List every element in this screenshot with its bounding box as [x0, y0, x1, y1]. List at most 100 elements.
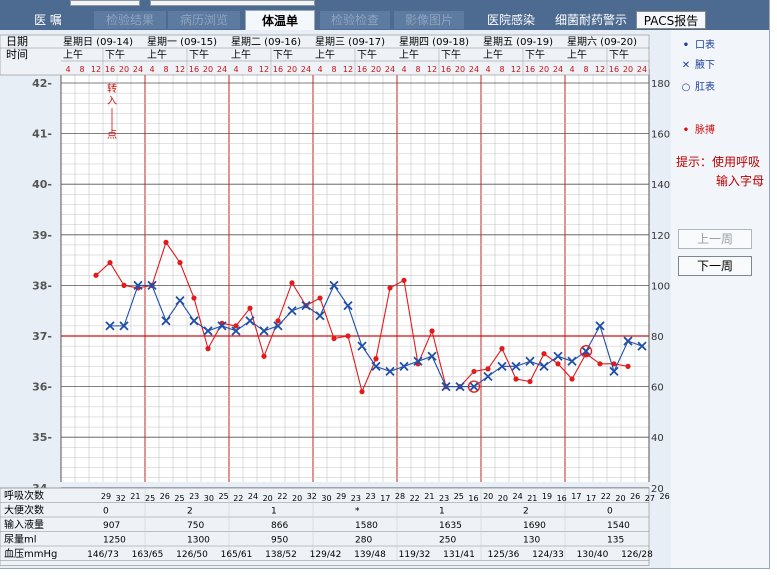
respiration-value: 26	[660, 492, 670, 501]
temperature-point	[623, 336, 633, 346]
respiration-value: 20	[498, 494, 508, 503]
temperature-point	[161, 316, 171, 326]
pulse-point	[191, 295, 197, 301]
pulse-point	[163, 239, 169, 245]
temperature-point	[567, 356, 577, 366]
pulse-tick-label: 80	[651, 332, 664, 343]
temperature-tick-label: 35-	[32, 431, 52, 444]
pulse-point	[261, 353, 267, 359]
respiration-value: 29	[336, 492, 346, 501]
pulse-tick-label: 20	[651, 484, 664, 495]
temperature-point	[455, 381, 465, 392]
temperature-point	[427, 351, 437, 361]
pulse-point	[121, 282, 127, 288]
table-row-label: 输入液量	[4, 518, 44, 531]
next-week-button[interactable]: 下一周	[678, 256, 752, 276]
temperature-point	[343, 301, 353, 311]
prev-week-button[interactable]: 上一周	[678, 229, 752, 249]
temperature-point	[539, 361, 549, 371]
respiration-value: 32	[116, 494, 126, 503]
respiration-value: 23	[439, 494, 449, 503]
hour-tick-label: 24	[217, 65, 227, 74]
pm-label: 下午	[525, 48, 545, 61]
top-field-left[interactable]	[70, 0, 140, 6]
temperature-point	[553, 351, 563, 361]
pulse-point	[527, 378, 533, 385]
respiration-value: 16	[468, 494, 478, 503]
temperature-point	[483, 371, 493, 382]
temperature-point	[245, 316, 255, 326]
respiration-value: 32	[307, 492, 317, 501]
pulse-point	[93, 272, 99, 278]
hour-tick-label: 24	[385, 65, 395, 74]
tab-pacs-report[interactable]: PACS报告	[636, 11, 706, 29]
respiration-value: 17	[380, 494, 390, 503]
table-day-value: 1540	[607, 521, 630, 531]
pulse-point	[569, 376, 575, 382]
pulse-point	[247, 305, 253, 311]
temperature-tick-label: 37-	[32, 330, 52, 343]
vitals-table: 呼吸次数 29 32 21 25 26 25 23 30 25 22 24 20 22 20 32 30 29 23…	[0, 487, 670, 566]
tab-images[interactable]: 影像图片	[394, 11, 464, 29]
hour-tick-label: 8	[79, 65, 84, 74]
temperature-point	[189, 316, 199, 326]
tab-records[interactable]: 病历浏览	[168, 11, 240, 29]
temperature-point	[525, 356, 535, 366]
hour-tick-label: 20	[539, 65, 549, 74]
tab-orders[interactable]: 医 嘱	[34, 13, 62, 27]
hour-tick-label: 4	[569, 65, 574, 74]
respiration-value: 17	[586, 494, 596, 503]
temperature-point	[119, 321, 129, 331]
respiration-value: 22	[601, 492, 611, 501]
tab-lab-results[interactable]: 检验结果	[94, 11, 166, 29]
pulse-tick-label: 160	[651, 130, 670, 141]
hour-tick-label: 16	[105, 65, 115, 74]
respiration-value: 20	[483, 492, 493, 501]
temperature-tick-label: 42-	[32, 77, 52, 90]
temperature-point	[287, 306, 297, 316]
circle-icon: ○	[681, 82, 691, 93]
blood-pressure-value: 130/40	[577, 550, 609, 560]
hour-tick-label: 16	[357, 65, 367, 74]
hour-tick-label: 12	[595, 65, 605, 74]
hour-tick-label: 4	[65, 65, 70, 74]
blood-pressure-value: 146/73	[87, 550, 119, 560]
blood-pressure-value: 139/48	[354, 550, 386, 560]
hour-tick-label: 24	[553, 65, 563, 74]
tab-infection[interactable]: 医院感染	[486, 13, 535, 27]
respiration-value: 23	[189, 492, 199, 501]
respiration-value: 21	[424, 492, 434, 501]
am-label: 上午	[567, 48, 587, 61]
tab-temperature-chart[interactable]: 体温单	[245, 10, 315, 30]
temperature-point	[511, 361, 521, 371]
blood-pressure-value: 129/42	[310, 550, 342, 560]
hour-tick-label: 24	[637, 65, 647, 74]
temperature-point	[329, 280, 339, 291]
respiration-value: 25	[174, 494, 184, 503]
pulse-point	[499, 346, 505, 352]
header-box	[0, 34, 650, 76]
hour-tick-label: 4	[233, 65, 238, 74]
table-day-value: 1	[439, 507, 445, 517]
legend-pulse-label: 脉搏	[695, 125, 715, 136]
table-row-label: 血压mmHg	[4, 547, 57, 560]
respiration-value: 25	[219, 492, 229, 501]
hour-tick-label: 20	[371, 65, 381, 74]
tab-exams[interactable]: 检验检查	[320, 11, 390, 29]
pulse-point	[275, 318, 281, 324]
hour-tick-label: 20	[203, 65, 213, 74]
temperature-point	[399, 361, 409, 371]
pulse-point	[177, 260, 183, 266]
top-field-right[interactable]	[150, 0, 315, 6]
table-day-value: 1690	[523, 521, 546, 531]
hour-tick-label: 20	[623, 65, 633, 74]
respiration-value: 25	[145, 494, 155, 503]
am-label: 上午	[63, 48, 83, 61]
side-panel: • 口表 ✕ 腋下 ○ 肛表 • 脉搏 上一周 下一周	[671, 30, 769, 568]
chart-grid	[0, 30, 671, 568]
blood-pressure-value: 124/33	[532, 550, 564, 560]
legend-axillary: ✕ 腋下	[677, 58, 715, 74]
table-day-value: 2	[187, 507, 193, 517]
tab-drug-resistance[interactable]: 细菌耐药警示	[554, 13, 627, 27]
pm-label: 下午	[357, 48, 377, 61]
